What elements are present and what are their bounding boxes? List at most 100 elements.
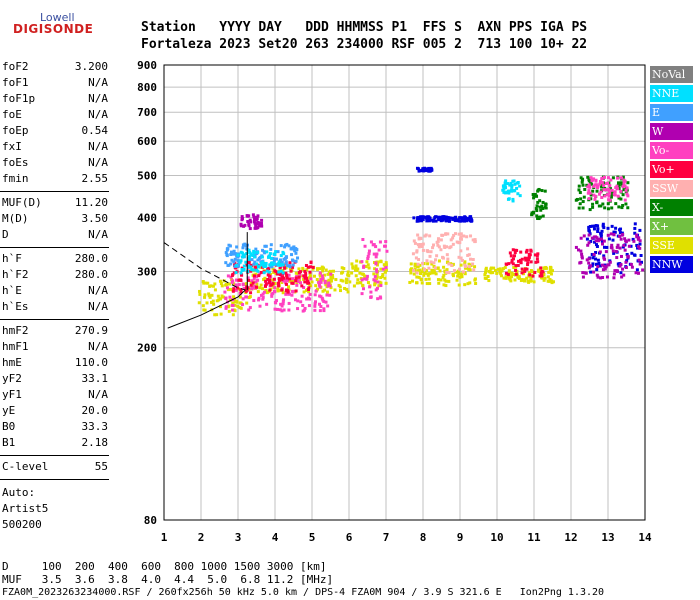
echo-point-ssw	[471, 238, 475, 242]
echo-point-nnw	[444, 219, 448, 223]
echo-point-w	[246, 214, 250, 218]
echo-point-vo+	[534, 260, 538, 264]
echo-point-nne	[274, 250, 278, 254]
echo-point-w	[243, 223, 247, 227]
echo-point-sse	[415, 281, 419, 285]
echo-point-vo-	[252, 299, 256, 303]
echo-point-w	[239, 222, 243, 226]
autoscaling-label: Auto:	[2, 486, 36, 499]
echo-point-sse	[498, 267, 502, 271]
echo-point-vo-	[610, 188, 614, 192]
echo-point-sse	[307, 290, 311, 294]
echo-point-nne	[240, 268, 244, 272]
echo-point-w	[581, 271, 585, 275]
echo-point-sse	[326, 272, 330, 276]
echo-point-vo-	[328, 284, 332, 288]
echo-point-x-	[599, 204, 603, 208]
echo-point-nnw	[587, 225, 591, 229]
echo-point-w	[255, 216, 259, 220]
echo-point-sse	[224, 283, 228, 287]
echo-point-vo-	[361, 287, 365, 291]
echo-point-sse	[384, 268, 388, 272]
echo-point-sse	[249, 281, 253, 285]
echo-point-vo-	[594, 183, 598, 187]
echo-point-w	[592, 253, 596, 257]
echo-point-sse	[550, 279, 554, 283]
echo-point-nnw	[595, 262, 599, 266]
echo-point-nne	[262, 271, 266, 275]
echo-point-e	[270, 264, 274, 268]
echo-point-vo+	[525, 248, 529, 252]
profile-line-dashed	[163, 242, 246, 291]
echo-point-sse	[329, 275, 333, 279]
echo-point-vo+	[255, 285, 259, 289]
echo-point-w	[587, 261, 591, 265]
echo-point-sse	[361, 284, 365, 288]
echo-point-nne	[240, 255, 244, 259]
echo-point-e	[250, 258, 254, 262]
echo-point-sse	[261, 287, 265, 291]
echo-point-nne	[516, 192, 520, 196]
echo-point-sse	[422, 273, 426, 277]
echo-point-sse	[527, 280, 531, 284]
echo-point-vo-	[295, 283, 299, 287]
echo-point-w	[251, 213, 255, 217]
echo-point-e	[232, 260, 236, 264]
echo-point-x-	[582, 195, 586, 199]
echo-point-x-	[540, 204, 544, 208]
echo-point-vo-	[261, 292, 265, 296]
param-row: yF1 N/A	[2, 388, 108, 404]
echo-point-vo-	[607, 198, 611, 202]
echo-point-w	[602, 264, 606, 268]
echo-point-vo-	[320, 274, 324, 278]
echo-point-e	[253, 260, 257, 264]
y-tick-label: 80	[144, 514, 157, 527]
echo-point-e	[287, 244, 291, 248]
echo-point-sse	[203, 295, 207, 299]
param-value: N/A	[88, 388, 108, 401]
x-tick-label: 9	[457, 531, 464, 544]
echo-point-vo-	[369, 295, 373, 299]
echo-point-vo+	[519, 250, 523, 254]
echo-point-sse	[346, 270, 350, 274]
echo-point-sse	[204, 281, 208, 285]
echo-point-vo+	[269, 283, 273, 287]
param-value: 270.9	[74, 324, 108, 337]
echo-point-x-	[578, 191, 582, 195]
echo-point-nnw	[437, 218, 441, 222]
echo-point-ssw	[465, 235, 469, 239]
echo-point-vo+	[519, 261, 523, 265]
echo-point-vo-	[257, 298, 261, 302]
echo-point-e	[292, 245, 296, 249]
echo-point-ssw	[458, 267, 462, 271]
x-tick-label: 6	[346, 531, 353, 544]
plot-frame	[163, 64, 646, 521]
echo-point-nne	[253, 250, 257, 254]
echo-point-sse	[447, 279, 451, 283]
echo-point-vo+	[303, 269, 307, 273]
echo-point-e	[245, 247, 249, 251]
echo-point-nnw	[599, 231, 603, 235]
echo-point-sse	[354, 264, 358, 268]
echo-point-sse	[430, 270, 434, 274]
echo-point-vo+	[520, 267, 524, 271]
echo-point-sse	[536, 269, 540, 273]
echo-point-sse	[351, 265, 355, 269]
echo-point-w	[583, 271, 587, 275]
echo-point-vo-	[309, 277, 313, 281]
echo-point-w	[616, 243, 620, 247]
echo-point-vo-	[603, 194, 607, 198]
echo-point-sse	[381, 273, 385, 277]
echo-point-sse	[384, 263, 388, 267]
echo-point-ssw	[412, 268, 416, 272]
param-row: hmE 110.0	[2, 356, 108, 372]
echo-point-sse	[255, 282, 259, 286]
echo-point-w	[582, 234, 586, 238]
echo-point-sse	[233, 303, 237, 307]
echo-point-sse	[271, 267, 275, 271]
echo-point-vo-	[369, 290, 373, 294]
echo-point-x-	[589, 193, 593, 197]
echo-point-ssw	[429, 260, 433, 264]
echo-point-nne	[518, 184, 522, 188]
echo-point-x-	[530, 211, 534, 215]
